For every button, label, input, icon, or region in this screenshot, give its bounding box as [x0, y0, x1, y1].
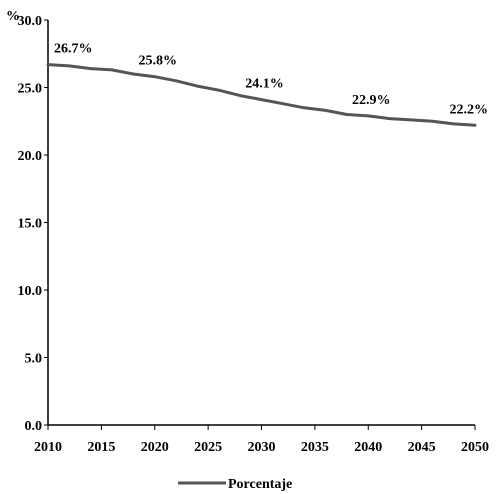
y-axis-ticks: 0.0 5.0 10.0 15.0 20.0 25.0 30.0: [18, 14, 48, 434]
y-tick-label: 30.0: [18, 14, 43, 29]
data-label: 22.2%: [450, 102, 489, 117]
x-tick-label: 2035: [301, 440, 329, 455]
y-axis-label: %: [6, 9, 20, 24]
y-tick-label: 10.0: [18, 284, 43, 299]
series-group: [46, 63, 477, 127]
y-tick-label: 5.0: [25, 352, 43, 367]
data-labels: 26.7% 25.8% 24.1% 22.9% 22.2%: [54, 42, 488, 118]
legend: Porcentaje: [178, 477, 292, 492]
y-tick-label: 0.0: [25, 419, 43, 434]
x-axis-ticks: 2010 2015 2020 2025 2030 2035 2040 2045 2050: [34, 425, 489, 455]
x-tick-label: 2050: [461, 440, 489, 455]
data-label: 25.8%: [139, 54, 178, 69]
x-tick-label: 2020: [141, 440, 169, 455]
x-tick-label: 2030: [248, 440, 276, 455]
y-tick-label: 20.0: [18, 149, 43, 164]
data-label: 24.1%: [245, 77, 284, 92]
x-tick-label: 2045: [408, 440, 436, 455]
y-tick-label: 15.0: [18, 217, 43, 232]
x-tick-label: 2010: [34, 440, 62, 455]
y-tick-label: 25.0: [18, 82, 43, 97]
x-tick-label: 2040: [354, 440, 382, 455]
series-line-porcentaje: [46, 63, 477, 127]
x-tick-label: 2015: [87, 440, 115, 455]
legend-label: Porcentaje: [228, 477, 292, 492]
x-tick-label: 2025: [194, 440, 222, 455]
data-label: 22.9%: [352, 93, 391, 108]
data-label: 26.7%: [54, 42, 93, 57]
